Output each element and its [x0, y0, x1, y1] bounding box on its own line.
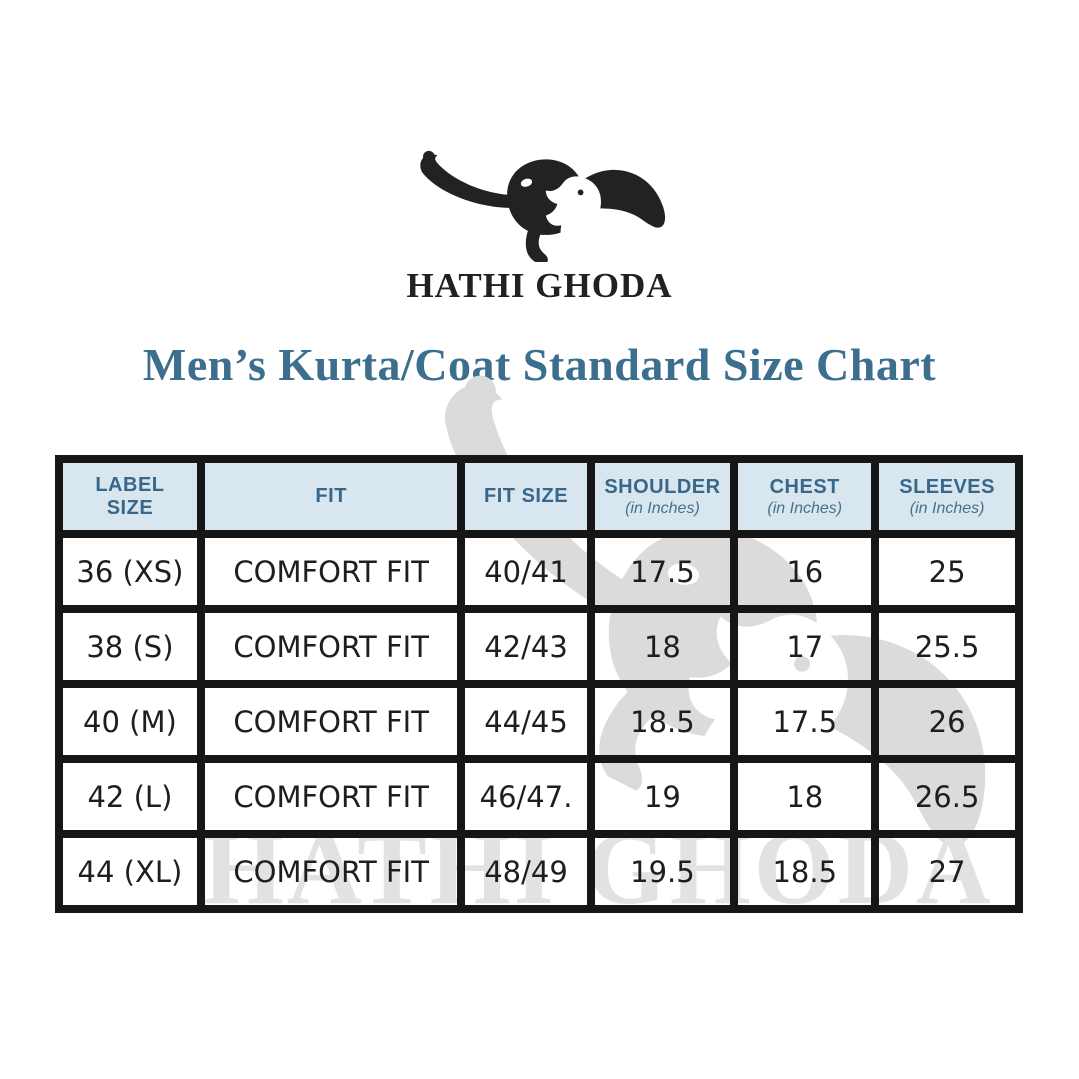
cell-fit-size: 40/41 — [461, 534, 591, 609]
header-row: LABEL SIZE FIT FIT SIZE SHOULDER (in Inches)… — [59, 459, 1019, 534]
size-row: 42 (L) COMFORT FIT 46/47. 19 18 26.5 — [59, 759, 1019, 834]
cell-shoulder: 18.5 — [590, 684, 735, 759]
size-table: LABEL SIZE FIT FIT SIZE SHOULDER (in Inches)… — [55, 455, 1023, 913]
column-label: FIT — [315, 485, 347, 507]
column-header-shoulder: SHOULDER (in Inches) — [590, 459, 735, 534]
cell-label-size: 44 (XL) — [59, 834, 201, 909]
column-label: SLEEVES — [899, 475, 995, 498]
column-label: SHOULDER — [604, 475, 721, 498]
cell-chest: 17.5 — [734, 684, 876, 759]
size-row: 38 (S) COMFORT FIT 42/43 18 17 25.5 — [59, 609, 1019, 684]
column-sublabel: (in Inches) — [625, 499, 700, 517]
cell-label-size: 42 (L) — [59, 759, 201, 834]
column-header-fit-size: FIT SIZE — [461, 459, 591, 534]
cell-fit-size: 42/43 — [461, 609, 591, 684]
cell-sleeves: 26.5 — [875, 759, 1019, 834]
cell-shoulder: 18 — [590, 609, 735, 684]
cell-fit: COMFORT FIT — [200, 759, 462, 834]
brand-header: HATHI GHODA — [0, 146, 1079, 306]
cell-shoulder: 17.5 — [590, 534, 735, 609]
brand-name: HATHI GHODA — [406, 266, 673, 305]
cell-chest: 17 — [734, 609, 876, 684]
elephant-horse-logo-icon — [414, 146, 666, 262]
cell-fit-size: 46/47. — [461, 759, 591, 834]
column-label: LABEL SIZE — [95, 473, 165, 519]
cell-sleeves: 25.5 — [875, 609, 1019, 684]
cell-label-size: 38 (S) — [59, 609, 201, 684]
column-header-label-size: LABEL SIZE — [59, 459, 201, 534]
page-title: Men’s Kurta/Coat Standard Size Chart — [142, 339, 937, 390]
cell-sleeves: 25 — [875, 534, 1019, 609]
cell-chest: 16 — [734, 534, 876, 609]
cell-fit: COMFORT FIT — [200, 834, 462, 909]
size-row: 36 (XS) COMFORT FIT 40/41 17.5 16 25 — [59, 534, 1019, 609]
size-row: 40 (M) COMFORT FIT 44/45 18.5 17.5 26 — [59, 684, 1019, 759]
cell-sleeves: 26 — [875, 684, 1019, 759]
cell-chest: 18 — [734, 759, 876, 834]
cell-label-size: 40 (M) — [59, 684, 201, 759]
cell-shoulder: 19 — [590, 759, 735, 834]
cell-fit-size: 44/45 — [461, 684, 591, 759]
cell-fit: COMFORT FIT — [200, 534, 462, 609]
cell-fit: COMFORT FIT — [200, 684, 462, 759]
cell-shoulder: 19.5 — [590, 834, 735, 909]
size-chart: HATHI GHODA LABEL SIZE FIT FIT SIZE SHOULDE… — [55, 455, 1023, 913]
column-header-chest: CHEST (in Inches) — [734, 459, 876, 534]
cell-label-size: 36 (XS) — [59, 534, 201, 609]
column-header-fit: FIT — [200, 459, 462, 534]
column-label: FIT SIZE — [484, 485, 569, 507]
column-sublabel: (in Inches) — [767, 499, 843, 517]
column-sublabel: (in Inches) — [909, 499, 985, 517]
cell-chest: 18.5 — [734, 834, 876, 909]
cell-fit: COMFORT FIT — [200, 609, 462, 684]
cell-sleeves: 27 — [875, 834, 1019, 909]
size-table-body: 36 (XS) COMFORT FIT 40/41 17.5 16 25 38 (S) COM… — [59, 534, 1019, 909]
size-row: 44 (XL) COMFORT FIT 48/49 19.5 18.5 27 — [59, 834, 1019, 909]
cell-fit-size: 48/49 — [461, 834, 591, 909]
column-label: CHEST — [769, 475, 840, 498]
column-header-sleeves: SLEEVES (in Inches) — [875, 459, 1019, 534]
